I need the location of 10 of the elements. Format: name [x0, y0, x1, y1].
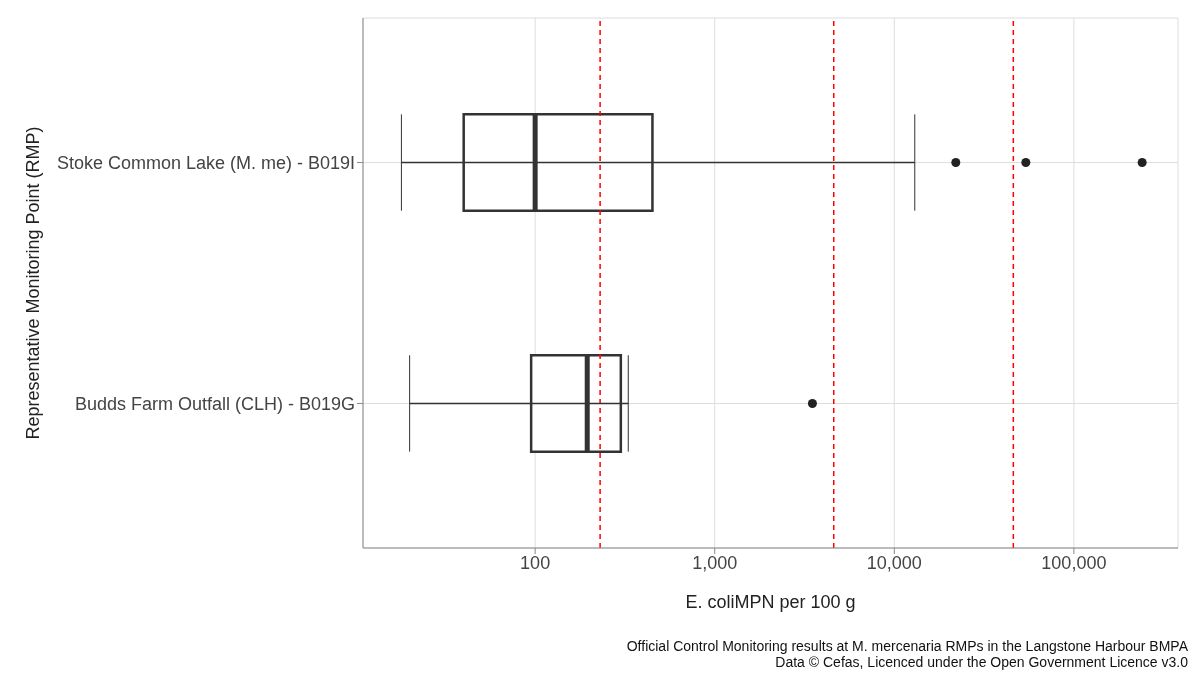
x-tick-label: 10,000: [866, 552, 922, 573]
text: Official Control Monitoring results at M. mercenaria RMPs in the Langstone Harbour BMPA: [625, 638, 1188, 654]
x-tick-label: 1,000: [692, 552, 738, 573]
y-tick-label: Budds Farm Outfall (CLH) - B019G: [74, 393, 355, 414]
text: Data © Cefas, Licenced under the Open Government Licence v3.0: [774, 654, 1188, 670]
y-tick-label: Stoke Common Lake (M. me) - B019I: [56, 152, 355, 173]
x-tick-label: 100,000: [1041, 552, 1107, 573]
x-tick-label: 100: [520, 552, 551, 573]
y-axis-title: Representative Monitoring Point (RMP): [23, 126, 44, 440]
x-axis-title: E. coliMPN per 100 g: [685, 592, 856, 612]
